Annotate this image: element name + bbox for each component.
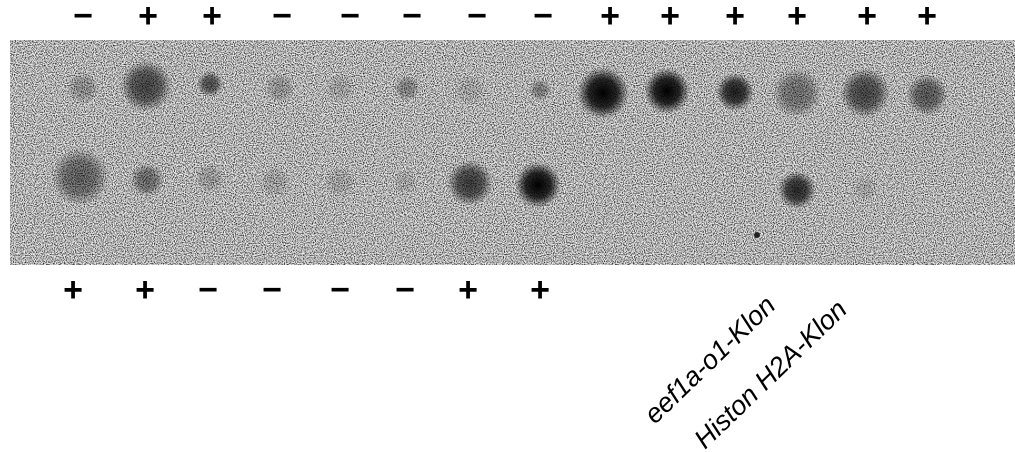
dot	[392, 169, 418, 195]
sign: −	[198, 271, 218, 309]
dot	[454, 74, 486, 106]
sign: −	[272, 0, 292, 35]
speck	[754, 232, 760, 238]
sign: −	[533, 0, 553, 35]
dot	[394, 75, 420, 101]
dot	[716, 73, 754, 111]
dot	[772, 68, 822, 118]
sign: −	[467, 0, 487, 35]
dot	[840, 68, 890, 118]
dot	[515, 162, 561, 208]
sign: −	[330, 271, 350, 309]
dot	[778, 171, 816, 209]
sign: +	[138, 0, 158, 35]
sign: −	[395, 271, 415, 309]
dot	[447, 160, 493, 206]
sign: +	[458, 271, 478, 309]
dot	[195, 163, 225, 193]
sign: −	[262, 271, 282, 309]
dot	[120, 60, 172, 112]
dot	[852, 175, 878, 201]
sign: +	[660, 0, 680, 35]
dot	[259, 166, 291, 198]
sign: −	[73, 0, 93, 35]
sign: +	[787, 0, 807, 35]
dot	[644, 68, 690, 114]
dot	[67, 72, 99, 104]
sign: +	[600, 0, 620, 35]
dot	[197, 71, 223, 97]
sign: +	[725, 0, 745, 35]
dot	[577, 67, 629, 119]
sign: +	[63, 271, 83, 309]
sign: +	[202, 0, 222, 35]
dot	[906, 74, 948, 116]
dot	[324, 166, 356, 198]
labels: eef1a-o1-Klon Histon H2A-Klon	[638, 290, 852, 452]
sign: +	[917, 0, 937, 35]
sign: +	[530, 271, 550, 309]
sign: −	[402, 0, 422, 35]
sign: +	[857, 0, 877, 35]
dots	[51, 60, 948, 238]
clone-label: eef1a-o1-Klon	[638, 290, 781, 429]
dot	[529, 79, 551, 101]
dot	[51, 148, 109, 206]
sign: −	[340, 0, 360, 35]
dot	[130, 163, 164, 197]
dot	[265, 73, 295, 103]
dot	[325, 73, 355, 103]
sign: +	[135, 271, 155, 309]
